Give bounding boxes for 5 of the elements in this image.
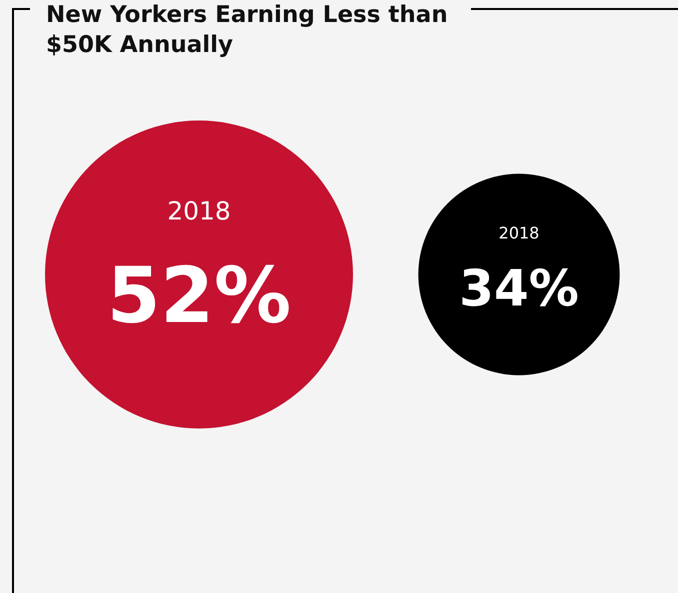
data-label: 52% (106, 252, 292, 342)
category-label: 2018 (498, 223, 540, 242)
data-label: 34% (459, 260, 579, 318)
text: New Yorkers Earning Less than $50K Annually (30, 0, 471, 60)
category-label: 2018 (167, 196, 231, 226)
